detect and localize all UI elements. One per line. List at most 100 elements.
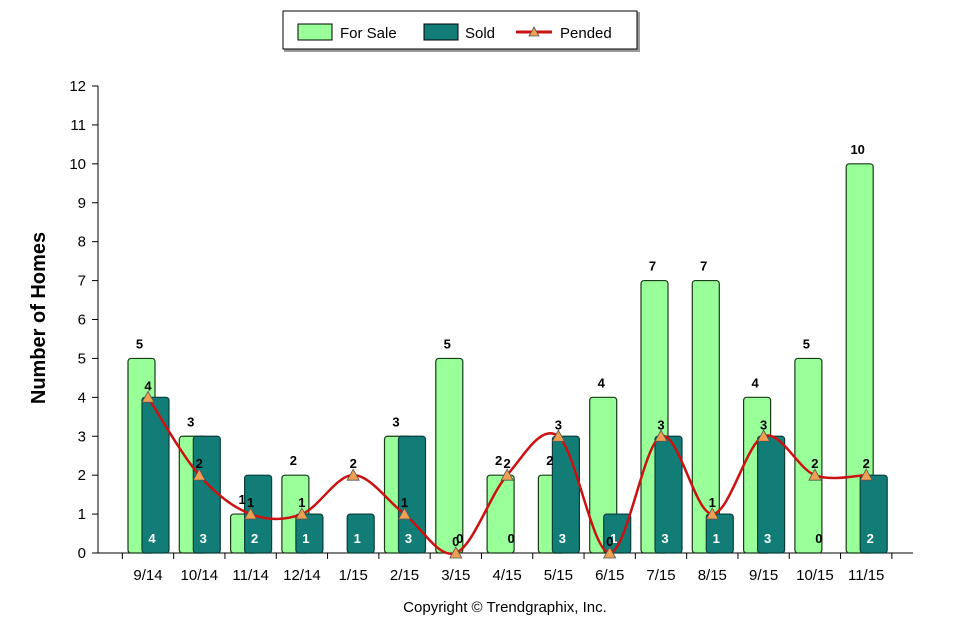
bar-sold [244, 474, 273, 554]
label-sold: 3 [764, 531, 771, 546]
y-tick-label: 9 [78, 195, 86, 212]
label-pended: 0 [606, 534, 613, 549]
label-pended: 1 [709, 495, 716, 510]
legend-marker-pended [528, 26, 540, 37]
label-for-sale: 7 [649, 259, 656, 274]
label-pended: 1 [298, 495, 305, 510]
x-tick-label: 11/15 [848, 567, 884, 584]
y-tick-label: 8 [78, 234, 86, 251]
bar-sold [654, 435, 683, 554]
label-sold: 1 [354, 531, 361, 546]
bar-sold [141, 396, 170, 554]
label-pended: 1 [401, 495, 408, 510]
label-sold: 3 [405, 531, 412, 546]
label-pended: 4 [144, 378, 152, 393]
x-axis-ticks: 9/14 10/14 11/14 12/14 1/15 2/15 3/15 4/15 5/15 6… [121, 553, 893, 584]
y-tick-label: 6 [78, 312, 86, 329]
x-tick-label: 5/15 [544, 567, 573, 584]
x-tick-label: 9/15 [749, 567, 778, 584]
y-tick-label: 0 [78, 545, 86, 562]
label-sold: 0 [815, 531, 822, 546]
label-pended: 2 [863, 456, 870, 471]
y-tick-label: 2 [78, 467, 86, 484]
bar-for-sale [845, 163, 874, 554]
label-pended: 3 [760, 417, 767, 432]
x-tick-label: 7/15 [646, 567, 675, 584]
label-pended: 3 [657, 417, 664, 432]
pended-point [295, 507, 309, 520]
pended-point [808, 468, 822, 481]
label-sold: 1 [610, 531, 617, 546]
x-tick-label: 2/15 [390, 567, 419, 584]
y-tick-label: 1 [78, 506, 86, 523]
label-for-sale: 1 [238, 492, 245, 507]
legend-swatch-sold [423, 23, 459, 41]
x-tick-label: 10/15 [796, 567, 834, 584]
x-tick-label: 3/15 [441, 567, 470, 584]
x-tick-label: 10/14 [181, 567, 219, 584]
x-tick-label: 4/15 [492, 567, 521, 584]
pended-point [243, 507, 258, 520]
x-tick-label: 1/15 [339, 567, 368, 584]
label-sold: 2 [867, 531, 874, 546]
pended-point [192, 468, 206, 481]
pended-point [756, 429, 771, 442]
legend-label-sold: Sold [465, 25, 495, 42]
legend-label-for-sale: For Sale [340, 25, 397, 42]
x-tick-label: 6/15 [595, 567, 624, 584]
label-for-sale: 4 [598, 375, 606, 390]
label-for-sale: 10 [850, 142, 864, 157]
label-for-sale: 3 [392, 414, 399, 429]
label-pended: 2 [196, 456, 203, 471]
y-tick-label: 7 [78, 273, 86, 290]
legend: For Sale Sold Pended [282, 10, 640, 52]
pended-point [654, 429, 668, 442]
pended-point [500, 468, 514, 481]
legend-label-pended: Pended [560, 25, 612, 42]
label-pended: 3 [555, 417, 562, 432]
label-sold: 3 [200, 531, 207, 546]
bar-sold [603, 513, 632, 554]
x-tick-label: 12/14 [283, 567, 321, 584]
y-tick-label: 10 [69, 156, 86, 173]
label-for-sale: 2 [290, 453, 297, 468]
pended-point [397, 507, 412, 520]
label-sold: 1 [713, 531, 720, 546]
copyright-text: Copyright © Trendgraphix, Inc. [403, 599, 607, 616]
pended-point [141, 390, 155, 403]
y-tick-label: 5 [78, 350, 86, 367]
label-pended: 0 [452, 534, 459, 549]
bar-sold [705, 513, 734, 554]
pended-point [346, 468, 360, 481]
pended-point [551, 429, 566, 442]
bar-sold [346, 513, 375, 554]
pended-line [141, 390, 873, 559]
bar-sold [295, 513, 324, 554]
label-sold: 0 [456, 531, 463, 546]
label-sold: 1 [302, 531, 309, 546]
bars-sold [141, 396, 888, 554]
label-sold: 2 [251, 531, 258, 546]
label-for-sale: 2 [546, 453, 553, 468]
y-tick-label: 3 [78, 428, 86, 445]
pended-point [859, 468, 873, 481]
label-sold: 0 [507, 531, 514, 546]
label-sold: 3 [661, 531, 668, 546]
pended-point [449, 546, 463, 559]
y-axis-label: Number of Homes [28, 232, 50, 404]
y-tick-label: 11 [70, 117, 86, 134]
label-pended: 2 [350, 456, 357, 471]
bar-for-sale [435, 357, 464, 554]
bar-for-sale [691, 279, 720, 554]
label-for-sale: 5 [444, 336, 451, 351]
label-pended: 2 [811, 456, 818, 471]
label-for-sale: 5 [136, 336, 143, 351]
label-for-sale: 3 [187, 414, 194, 429]
legend-swatch-for-sale [297, 23, 333, 41]
y-tick-label: 12 [69, 78, 86, 95]
label-for-sale: 4 [751, 375, 759, 390]
x-tick-label: 8/15 [698, 567, 727, 584]
